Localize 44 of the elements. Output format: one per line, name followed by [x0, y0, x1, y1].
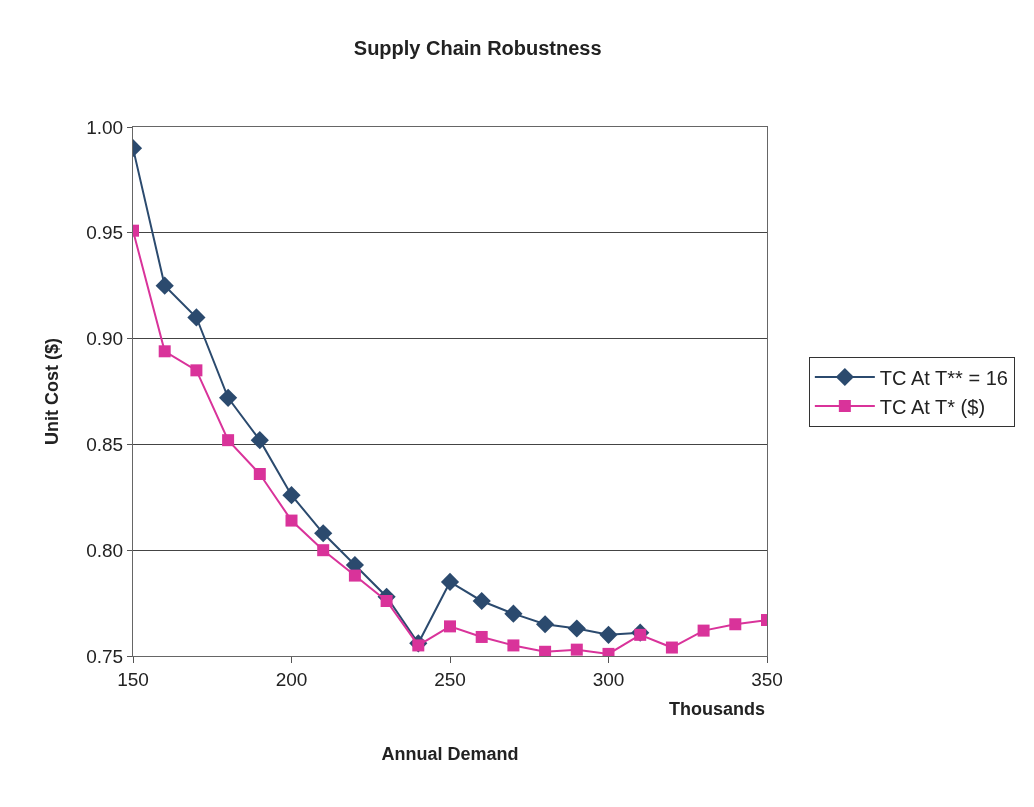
- x-tick-label: 200: [275, 668, 308, 690]
- x-tick-label: 150: [117, 668, 149, 690]
- y-axis-title: Unit Cost ($): [42, 338, 63, 445]
- point: [282, 486, 301, 505]
- chart-title: Supply Chain Robustness: [353, 37, 602, 59]
- point: [317, 544, 330, 557]
- y-tick-label: 0.75: [86, 645, 124, 667]
- text: Thousands: [669, 699, 766, 719]
- point: [507, 639, 520, 652]
- point: [570, 643, 583, 656]
- point: [536, 615, 555, 634]
- point: [472, 591, 491, 611]
- point: [285, 514, 298, 527]
- point: [219, 388, 238, 407]
- y-tick-label: 0.85: [86, 434, 124, 456]
- point: [314, 524, 333, 543]
- y-tick-label: 0.90: [86, 328, 124, 350]
- y-tick-label: 0.95: [86, 222, 124, 244]
- point: [222, 434, 235, 447]
- point: [567, 619, 586, 638]
- y-tick-label: 1.00: [86, 116, 124, 138]
- point: [539, 645, 552, 656]
- point: [250, 431, 269, 450]
- x-tick-label: 250: [434, 668, 466, 690]
- point: [190, 364, 203, 377]
- point: [729, 618, 742, 631]
- x-axis-title: Annual Demand: [381, 743, 519, 764]
- point: [697, 624, 710, 637]
- point: [348, 569, 361, 582]
- point: [599, 625, 618, 644]
- point: [158, 345, 171, 358]
- legend-label: TC At T** = 16: [879, 366, 1008, 389]
- point: [665, 641, 678, 654]
- y-tick-label: 0.80: [86, 539, 124, 561]
- x-tick-label: 300: [592, 668, 625, 690]
- x-tick-label: 350: [751, 668, 783, 690]
- point: [444, 620, 456, 633]
- point: [253, 468, 266, 481]
- point: [440, 572, 460, 592]
- point: [187, 308, 206, 327]
- point: [504, 604, 523, 623]
- point: [155, 276, 174, 295]
- point: [475, 630, 488, 643]
- legend-label: TC At T* ($): [879, 395, 986, 418]
